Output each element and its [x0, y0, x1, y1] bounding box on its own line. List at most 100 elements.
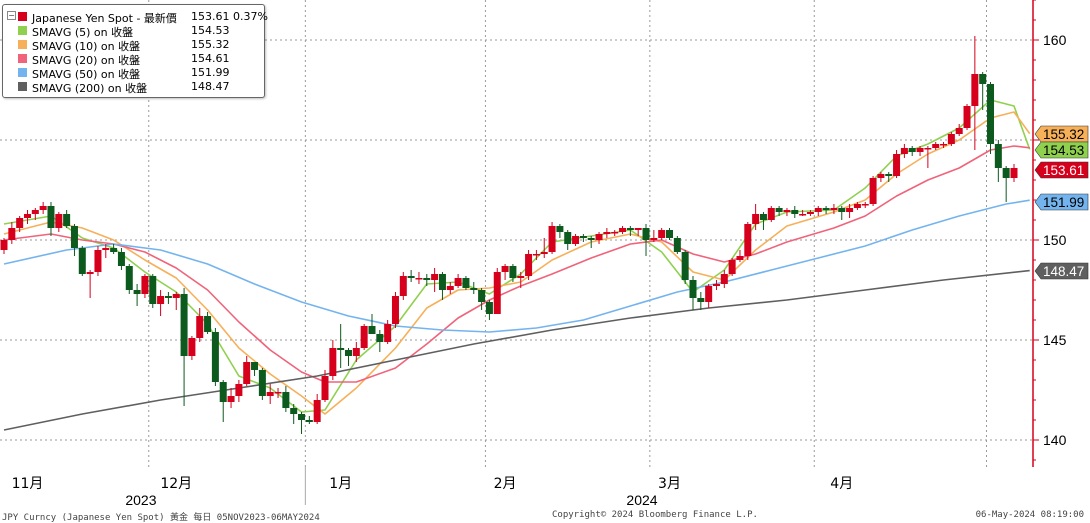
- candle-body: [650, 238, 658, 240]
- candle-body: [78, 248, 86, 274]
- legend-item: Japanese Yen Spot - 最新價 153.61 0.37%: [3, 10, 268, 25]
- candle-body: [117, 252, 125, 266]
- candle-body: [540, 252, 548, 254]
- month-label: 2月: [494, 476, 517, 492]
- candle-body: [744, 224, 752, 256]
- candle-body: [110, 248, 118, 252]
- candle-body: [689, 280, 697, 298]
- candle-body: [900, 148, 908, 154]
- candle-body: [470, 288, 478, 290]
- candle-body: [924, 148, 932, 150]
- footer-source: JPY Curncy (Japanese Yen Spot) 黃金 每日 05N…: [2, 513, 320, 523]
- candle-body: [556, 226, 564, 232]
- candle-body: [767, 208, 775, 220]
- candle-body: [619, 228, 627, 232]
- candle-body: [752, 214, 760, 224]
- candle-body: [485, 302, 493, 314]
- candle-body: [399, 276, 407, 296]
- candle-body: [23, 214, 31, 218]
- year-label: 2023: [125, 492, 156, 508]
- series-name: SMAVG (20) on 收盤: [32, 54, 141, 67]
- series-change: 0.37%: [233, 10, 268, 23]
- legend-item: SMAVG (10) on 收盤 155.32: [3, 38, 264, 53]
- price-tag: 154.53: [1034, 141, 1089, 159]
- candle-body: [102, 248, 110, 250]
- candle-body: [94, 250, 102, 272]
- candle-body: [525, 254, 533, 276]
- candle-body: [611, 232, 619, 234]
- candle-body: [979, 74, 987, 84]
- candle-body: [775, 208, 783, 212]
- sma-line: [3, 99, 1031, 413]
- price-tag-label: 154.53: [1043, 143, 1084, 158]
- collapse-icon[interactable]: −: [7, 11, 16, 20]
- candle-body: [861, 204, 869, 206]
- candle-body: [501, 266, 509, 272]
- candle-body: [125, 266, 133, 290]
- month-label: 3月: [658, 476, 681, 492]
- candle-body: [431, 274, 439, 280]
- candle-body: [368, 326, 376, 334]
- candle-body: [932, 144, 940, 148]
- candle-body: [697, 298, 705, 302]
- axis-tick-label: 160: [1043, 32, 1067, 48]
- series-value: 153.61: [191, 10, 230, 23]
- candle-body: [736, 256, 744, 260]
- candle-body: [337, 348, 345, 350]
- price-tag-shape: [1034, 141, 1089, 159]
- grid-lines: [0, 0, 1033, 505]
- candle-body: [376, 334, 384, 342]
- candle-body: [258, 370, 266, 396]
- price-tag-label: 153.61: [1043, 163, 1084, 178]
- series-swatch: [18, 68, 27, 77]
- series-value: 155.32: [191, 38, 230, 51]
- series-name: Japanese Yen Spot - 最新價: [32, 12, 177, 25]
- candle-body: [415, 278, 423, 280]
- series-value: 151.99: [191, 66, 230, 79]
- candle-body: [759, 214, 767, 220]
- candle-body: [16, 218, 24, 228]
- series-swatch: [18, 12, 27, 21]
- candle-body: [548, 226, 556, 252]
- candle-body: [86, 272, 94, 274]
- candle-body: [360, 326, 368, 348]
- price-tag: 151.99: [1034, 193, 1089, 211]
- series-name: SMAVG (200) on 收盤: [32, 82, 148, 95]
- candle-body: [893, 154, 901, 176]
- candle-body: [626, 228, 634, 230]
- candle-body: [666, 230, 674, 238]
- candle-body: [478, 290, 486, 302]
- candle-body: [916, 148, 924, 152]
- candle-body: [344, 350, 352, 356]
- legend-item: SMAVG (20) on 收盤 154.61: [3, 52, 264, 67]
- series-value: 154.61: [191, 52, 230, 65]
- candle-body: [321, 376, 329, 400]
- series-swatch: [18, 54, 27, 63]
- candle-body: [462, 278, 470, 288]
- price-tag: 155.32: [1034, 125, 1089, 143]
- candle-body: [282, 392, 290, 408]
- candle-body: [329, 348, 337, 376]
- series-value: 148.47: [191, 80, 230, 93]
- candle-body: [157, 296, 165, 304]
- candle-body: [243, 362, 251, 384]
- candle-body: [493, 272, 501, 314]
- candle-body: [196, 316, 204, 338]
- candle-body: [352, 348, 360, 356]
- candle-body: [211, 332, 219, 382]
- month-label: 1月: [329, 476, 352, 492]
- series-swatch: [18, 40, 27, 49]
- candle-body: [572, 236, 580, 244]
- candle-body: [838, 208, 846, 212]
- candle-body: [595, 234, 603, 240]
- price-tag-label: 155.32: [1043, 127, 1084, 142]
- candle-body: [908, 148, 916, 152]
- candle-body: [987, 84, 995, 144]
- candle-body: [885, 174, 893, 176]
- candle-body: [407, 276, 415, 278]
- price-tag-label: 151.99: [1043, 195, 1084, 210]
- price-tag-shape: [1034, 161, 1089, 179]
- candle-body: [39, 206, 47, 210]
- candle-body: [164, 296, 172, 298]
- candle-body: [384, 324, 392, 342]
